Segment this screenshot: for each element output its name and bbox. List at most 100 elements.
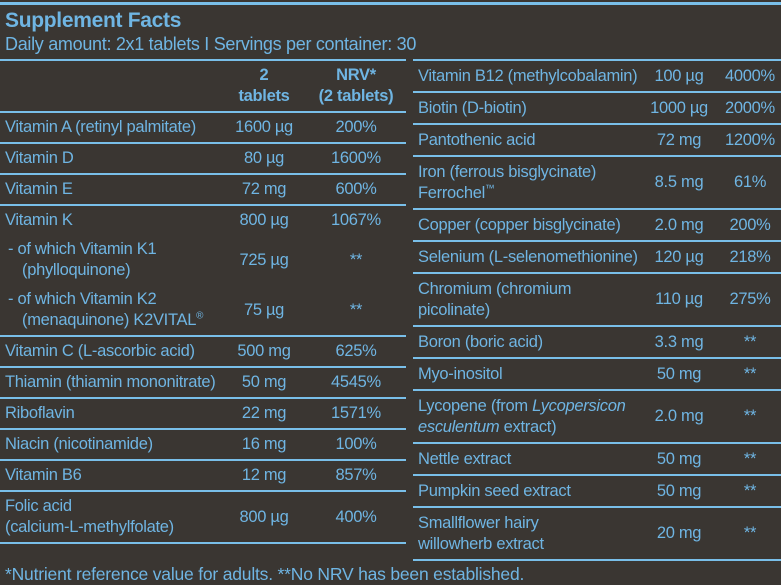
nutrient-nrv: ** [349, 250, 363, 269]
table-row: Lycopene (from Lycopersicon esculentum e… [413, 389, 781, 442]
table-row: - of which Vitamin K1 (phylloquinone) 725… [0, 235, 406, 285]
nutrient-amount: 8.5 mg [654, 173, 704, 191]
nutrient-amount: 50 mg [241, 373, 287, 391]
nutrient-amount: 2.0 mg [654, 215, 704, 234]
nutrient-name-part: esculentum [418, 417, 500, 436]
table-row: Vitamin A (retinyl palmitate) 1600 µg 200% [0, 111, 406, 142]
nutrient-nrv: 61% [733, 173, 767, 191]
left-table-rows: Vitamin A (retinyl palmitate) 1600 µg 200%… [0, 111, 406, 542]
nutrient-name-part: - of which Vitamin K2 (menaquinone) K2VI… [8, 290, 197, 329]
nutrient-name: Chromium (chromium picolinate) [418, 279, 572, 319]
table-row: - of which Vitamin K2 (menaquinone) K2VI… [0, 285, 406, 335]
nutrient-nrv: 400% [335, 507, 377, 526]
nutrient-amount: 72 mg [241, 180, 287, 198]
nutrient-amount: 3.3 mg [654, 332, 704, 351]
nutrient-name: Iron (ferrous bisglycinate) Ferrochel™ [413, 162, 639, 204]
nutrient-name: Lycopene (from Lycopersicon esculentum e… [413, 396, 639, 438]
table-row: Folic acid (calcium-L-methylfolate) 800 µ… [0, 490, 406, 542]
nutrient-name: Pumpkin seed extract [418, 481, 571, 500]
nutrient-nrv: ** [743, 407, 757, 425]
table-row: Vitamin C (L-ascorbic acid) 500 mg 625% [0, 335, 406, 366]
nutrient-amount: 50 mg [656, 481, 702, 500]
nutrient-amount: 120 µg [654, 247, 704, 266]
table-row: Vitamin B6 12 mg 857% [0, 459, 406, 490]
nutrient-nrv: ** [743, 449, 757, 468]
nutrient-name: - of which Vitamin K2 (menaquinone) K2VI… [0, 289, 222, 331]
nutrient-name: Niacin (nicotinamide) [5, 435, 153, 453]
panel-title: Supplement Facts [5, 9, 182, 32]
table-row: Smallflower hairy willowherb extract 20 m… [413, 506, 781, 559]
nutrient-nrv: 2000% [725, 98, 775, 117]
nutrient-amount: 100 µg [654, 66, 704, 85]
nutrient-nrv: 4545% [331, 373, 381, 391]
table-row: Pumpkin seed extract 50 mg ** [413, 474, 781, 506]
table-row: Iron (ferrous bisglycinate) Ferrochel™ 8.… [413, 155, 781, 208]
nutrient-name: Copper (copper bisglycinate) [418, 215, 621, 234]
trademark-symbol: ® [196, 310, 204, 322]
top-rule [0, 2, 781, 5]
nutrient-name-part: Lycopene (from [418, 396, 533, 415]
table-row: Niacin (nicotinamide) 16 mg 100% [0, 428, 406, 459]
nutrient-amount: 12 mg [241, 466, 287, 484]
table-row: Vitamin D 80 µg 1600% [0, 142, 406, 173]
nutrient-nrv: 4000% [725, 66, 775, 85]
nutrient-name: Myo-inositol [418, 364, 503, 383]
nutrient-nrv: 600% [335, 180, 377, 198]
nutrient-amount: 800 µg [239, 211, 289, 229]
nutrient-nrv: 625% [335, 342, 377, 360]
nutrient-amount: 80 µg [243, 149, 285, 167]
nutrient-name: Vitamin B12 (methylcobalamin) [418, 66, 638, 85]
nutrient-nrv: 218% [729, 247, 771, 266]
nutrient-nrv: ** [743, 524, 757, 542]
nutrient-name: Vitamin C (L-ascorbic acid) [5, 342, 195, 360]
nutrient-name: - of which Vitamin K1 (phylloquinone) [8, 240, 157, 279]
nutrient-nrv: 1200% [725, 130, 775, 149]
right-nutrient-table: Vitamin B12 (methylcobalamin) 100 µg 4000%… [413, 59, 781, 561]
nutrient-name: Thiamin (thiamin mononitrate) [5, 373, 216, 391]
nutrient-name: Biotin (D-biotin) [418, 98, 527, 117]
nutrient-amount: 500 mg [237, 342, 291, 360]
nutrient-amount: 110 µg [655, 290, 703, 308]
nutrient-name: Vitamin D [5, 149, 74, 167]
nutrient-name: Vitamin A (retinyl palmitate) [5, 118, 196, 136]
nutrient-name-part: Lycopersicon [532, 396, 626, 415]
nutrient-amount: 72 mg [656, 130, 702, 149]
nutrient-nrv: 275% [729, 290, 771, 308]
footnote-text: *Nutrient reference value for adults. **… [5, 564, 525, 584]
nutrient-amount: 22 mg [241, 404, 287, 422]
table-row: Chromium (chromium picolinate) 110 µg 275% [413, 272, 781, 325]
table-row: Pantothenic acid 72 mg 1200% [413, 123, 781, 155]
nutrient-amount: 2.0 mg [654, 407, 704, 425]
nutrient-amount: 725 µg [239, 250, 289, 269]
table-row: Vitamin B12 (methylcobalamin) 100 µg 4000% [413, 61, 781, 91]
nutrient-amount: 800 µg [239, 507, 289, 526]
nutrient-name: Vitamin K [5, 211, 73, 229]
table-row: Thiamin (thiamin mononitrate) 50 mg 4545% [0, 366, 406, 397]
table-row: Selenium (L-selenomethionine) 120 µg 218% [413, 240, 781, 272]
nutrient-nrv: ** [743, 332, 757, 351]
left-table-header-row: 2 tablets NRV* (2 tablets) [0, 61, 406, 111]
table-row: Vitamin K 800 µg 1067% [0, 204, 406, 235]
nutrient-nrv: ** [743, 481, 757, 500]
nutrient-nrv: 1067% [331, 211, 381, 229]
table-row: Myo-inositol 50 mg ** [413, 357, 781, 389]
nutrient-amount: 1600 µg [235, 118, 293, 136]
nutrient-nrv: 100% [335, 435, 377, 453]
nutrient-nrv: 857% [335, 466, 377, 484]
nutrient-nrv: 200% [335, 118, 377, 136]
nutrient-amount: 1000 µg [650, 98, 708, 117]
panel-header: Supplement Facts Daily amount: 2x1 table… [0, 5, 781, 59]
left-nutrient-table: 2 tablets NRV* (2 tablets) Vitamin A (re… [0, 59, 406, 544]
nutrient-name: Vitamin B6 [5, 466, 82, 484]
table-row: Biotin (D-biotin) 1000 µg 2000% [413, 91, 781, 123]
nutrient-amount: 16 mg [241, 435, 287, 453]
table-columns: 2 tablets NRV* (2 tablets) Vitamin A (re… [0, 59, 781, 561]
column-header-amount: 2 tablets [238, 66, 290, 105]
nutrient-nrv: 200% [729, 215, 771, 234]
nutrient-name-part: extract) [499, 417, 557, 436]
table-row: Copper (copper bisglycinate) 2.0 mg 200% [413, 208, 781, 240]
trademark-symbol: ™ [485, 183, 495, 194]
nutrient-name-part: Iron (ferrous bisglycinate) Ferrochel [418, 162, 597, 202]
nutrient-amount: 50 mg [656, 364, 702, 383]
nutrient-nrv: ** [349, 300, 363, 319]
